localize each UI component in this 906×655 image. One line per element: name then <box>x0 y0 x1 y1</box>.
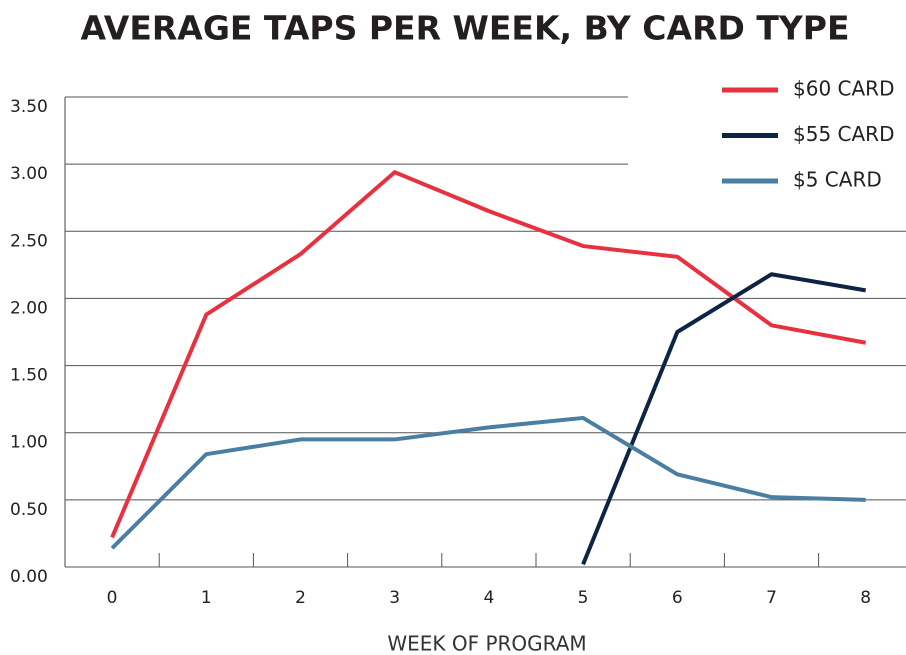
series-line <box>110 415 866 550</box>
x-tick-label: 6 <box>672 588 683 608</box>
y-tick-label: 2.00 <box>10 298 48 318</box>
x-tick-label: 8 <box>860 588 871 608</box>
legend-label: $55 CARD <box>793 122 894 146</box>
y-tick-label: 1.50 <box>10 366 48 386</box>
y-tick-label: 1.00 <box>10 433 48 453</box>
x-tick-label: 7 <box>766 588 777 608</box>
y-tick-label: 0.50 <box>10 500 48 520</box>
series-line <box>581 272 867 566</box>
legend-label: $60 CARD <box>793 77 894 101</box>
y-tick-label: 0.00 <box>10 567 48 587</box>
x-tick-label: 3 <box>389 588 400 608</box>
y-tick-label: 3.00 <box>10 164 48 184</box>
x-tick-label: 5 <box>578 588 589 608</box>
x-axis-label: WEEK OF PROGRAM <box>387 632 586 655</box>
legend-label: $5 CARD <box>793 168 882 192</box>
x-tick-label: 2 <box>295 588 306 608</box>
chart-title: AVERAGE TAPS PER WEEK, BY CARD TYPE <box>80 9 849 48</box>
y-tick-label: 2.50 <box>10 231 48 251</box>
x-tick-label: 4 <box>483 588 494 608</box>
series-line <box>110 170 867 539</box>
y-tick-label: 3.50 <box>10 97 48 117</box>
x-tick-label: 1 <box>201 588 212 608</box>
x-tick-label: 0 <box>107 588 118 608</box>
